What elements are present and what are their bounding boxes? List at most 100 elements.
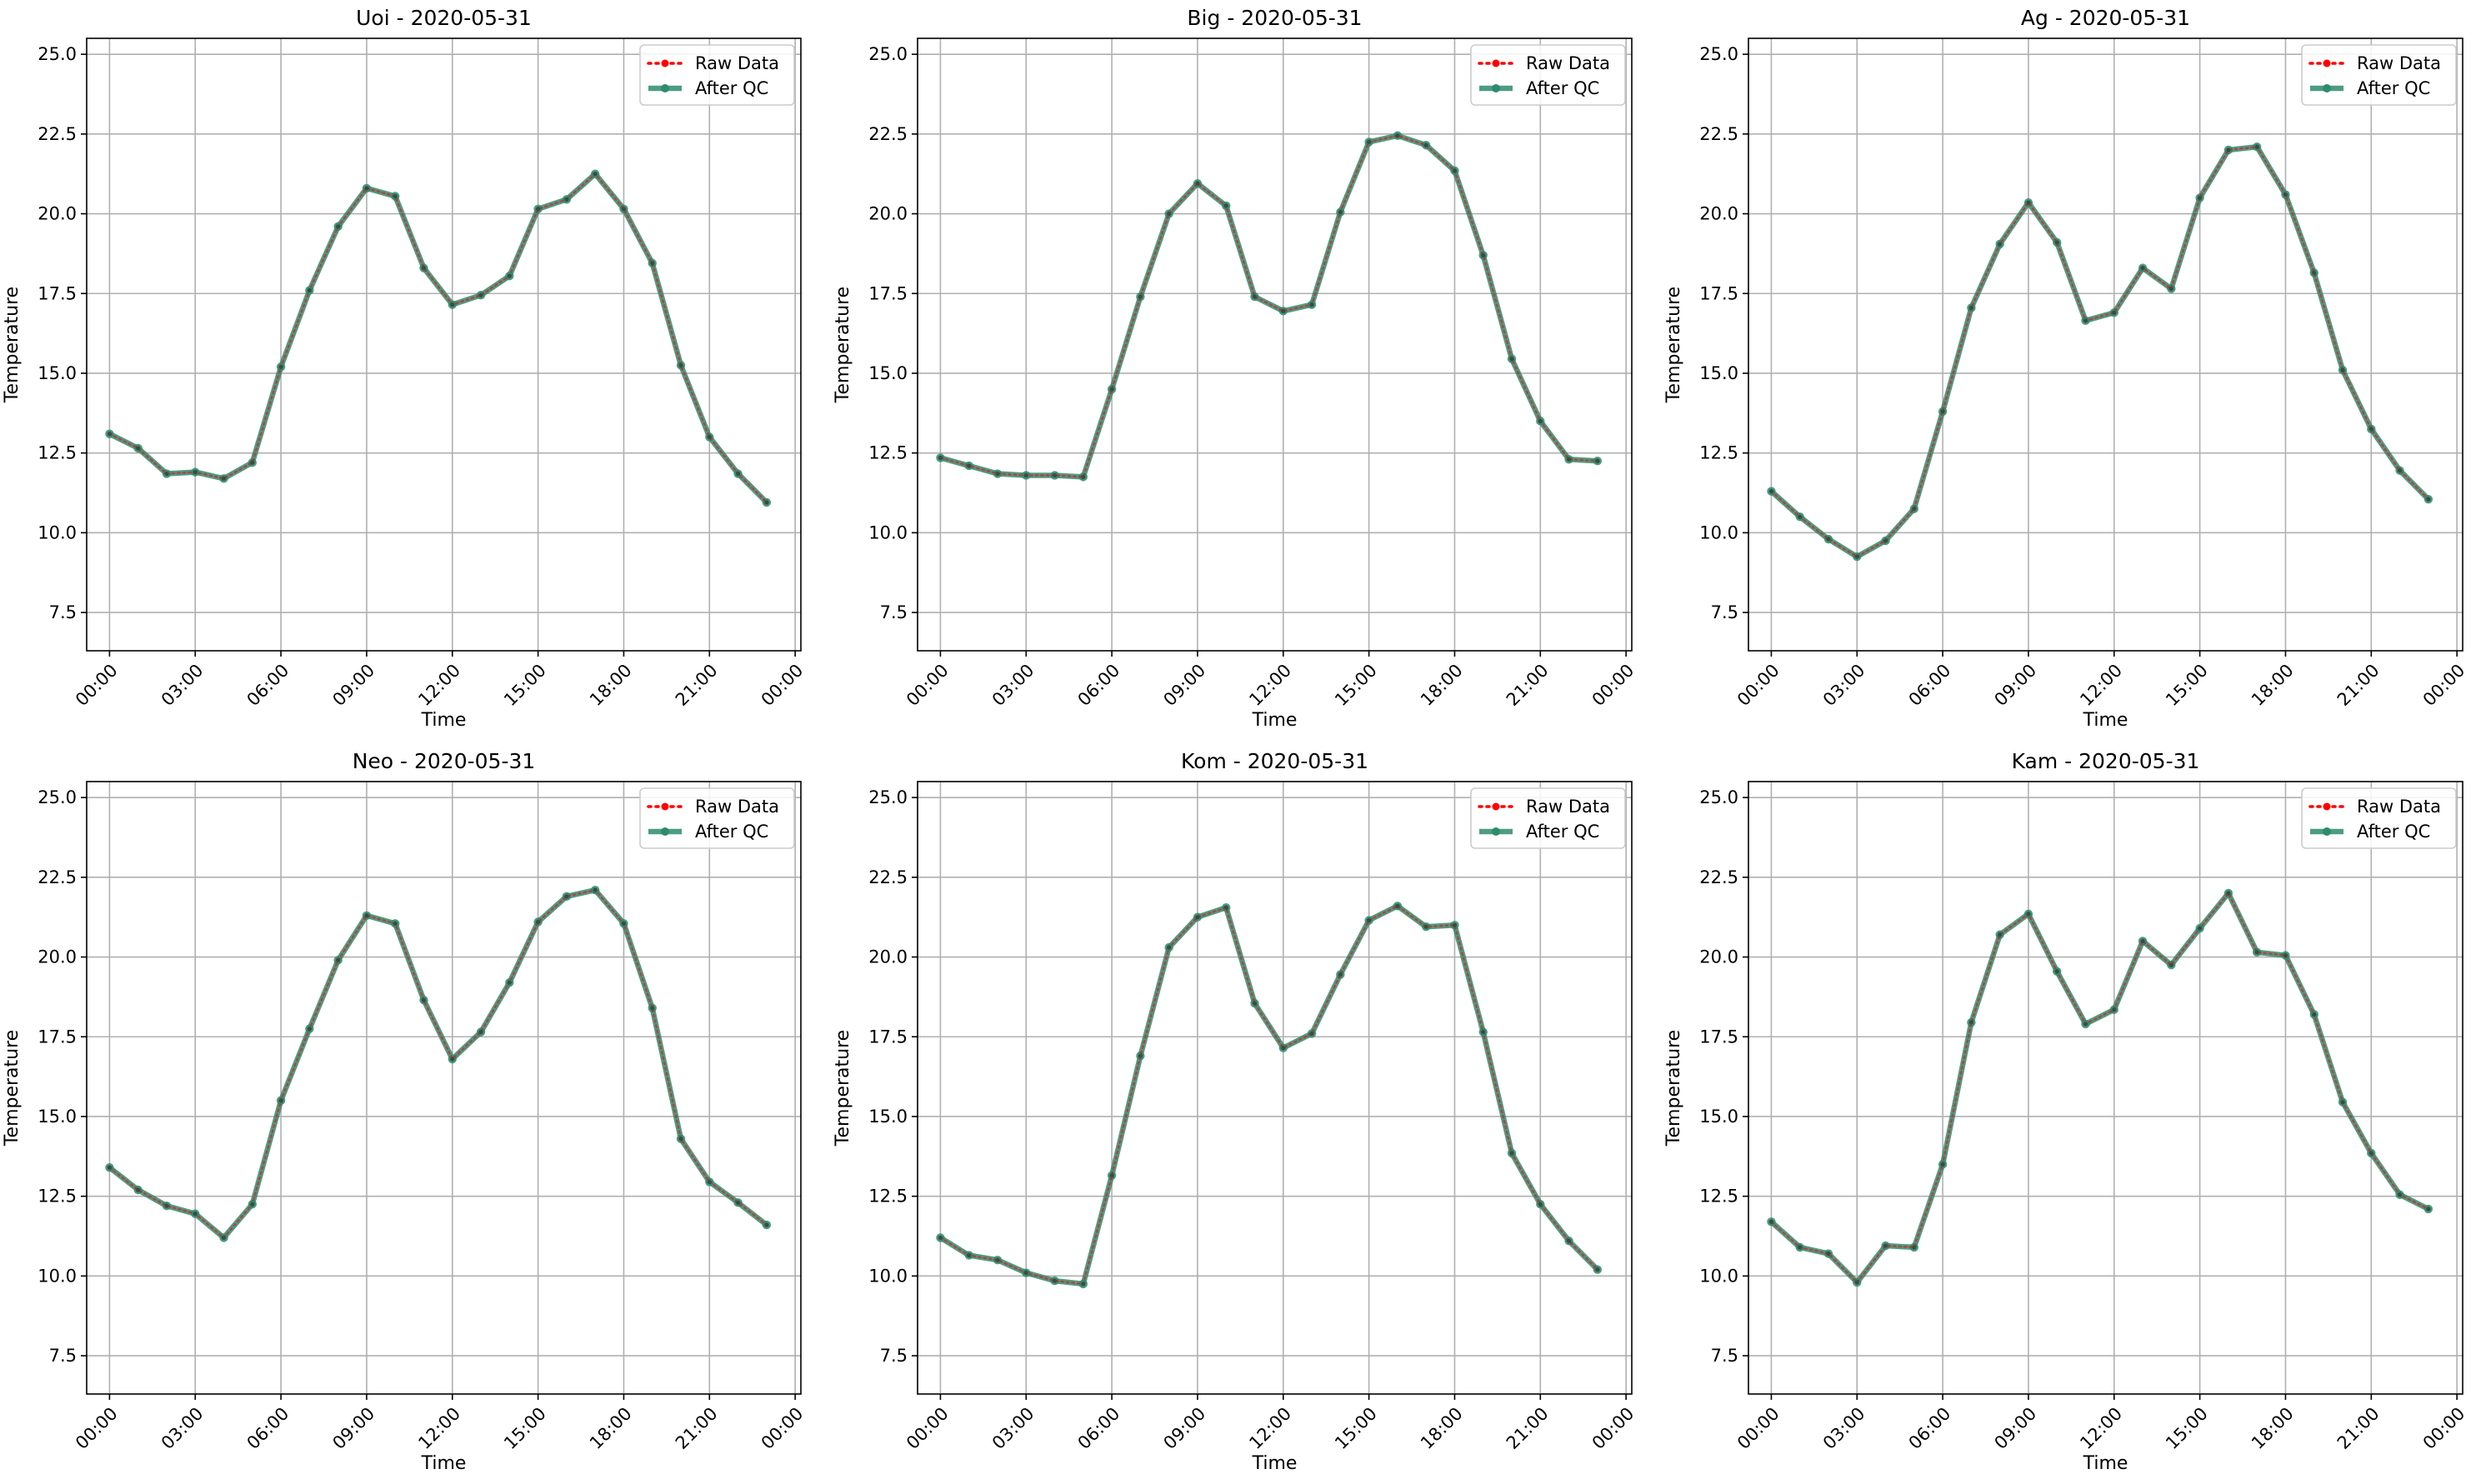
x-tick-label: 18:00 <box>1417 660 1467 710</box>
x-tick-label: 12:00 <box>2076 1403 2126 1453</box>
x-tick-label: 00:00 <box>72 660 122 710</box>
data-point-raw-data <box>1338 972 1343 977</box>
data-point-raw-data <box>2083 1022 2088 1027</box>
data-point-raw-data <box>735 1200 741 1205</box>
y-tick-label: 7.5 <box>880 1346 908 1366</box>
data-point-raw-data <box>1854 1280 1859 1285</box>
chart-title: Kam - 2020-05-31 <box>2012 749 2200 773</box>
x-axis-label: Time <box>1252 710 1298 731</box>
x-tick-label: 15:00 <box>2162 1403 2212 1453</box>
series-line-raw-data <box>108 172 768 504</box>
legend-label-after-qc: After QC <box>2357 78 2430 98</box>
chart-panel: 7.5 10.0 12.5 15.0 17.5 20.0 22.5 25.0 00:00 03:0… <box>833 749 1638 1474</box>
axes-frame <box>917 37 1633 652</box>
y-axis-label: Temperature <box>1663 287 1684 403</box>
data-point-raw-data <box>1998 242 2003 247</box>
x-tick-label: 09:00 <box>328 1403 378 1453</box>
x-tick-label: 18:00 <box>586 660 636 710</box>
x-tick-label: 18:00 <box>586 1403 636 1453</box>
data-point-raw-data <box>1195 181 1200 186</box>
legend: Raw Data After QC <box>1470 44 1626 106</box>
data-point-raw-data <box>136 446 141 451</box>
y-tick-label: 22.5 <box>1699 867 1738 887</box>
legend-label-raw-data: Raw Data <box>2357 53 2441 73</box>
data-point-raw-data <box>2283 192 2288 197</box>
y-tick-label: 17.5 <box>38 1027 77 1047</box>
data-point-raw-data <box>536 207 541 212</box>
legend-label-raw-data: Raw Data <box>2357 797 2441 817</box>
y-tick-label: 20.0 <box>1699 204 1738 224</box>
x-tick-label: 00:00 <box>1733 1403 1783 1453</box>
x-tick-label: 00:00 <box>903 660 953 710</box>
y-tick-label: 17.5 <box>868 1027 908 1047</box>
chart-title: Ag - 2020-05-31 <box>2021 6 2190 30</box>
legend-dot-after-qc <box>2323 84 2331 92</box>
x-axis-label: Time <box>421 1453 467 1474</box>
data-point-raw-data <box>107 1165 113 1170</box>
axes-frame <box>86 781 802 1395</box>
chart-title: Uoi - 2020-05-31 <box>356 6 532 30</box>
data-point-raw-data <box>364 913 369 918</box>
data-point-raw-data <box>1423 142 1428 147</box>
data-point-raw-data <box>1798 514 1803 519</box>
data-point-raw-data <box>2254 144 2259 149</box>
data-point-raw-data <box>1252 294 1258 299</box>
data-point-raw-data <box>1081 1282 1086 1287</box>
data-point-raw-data <box>1826 1251 1831 1257</box>
legend: Raw Data After QC <box>639 787 795 849</box>
data-point-raw-data <box>564 197 569 202</box>
data-point-raw-data <box>2254 950 2259 955</box>
data-point-raw-data <box>1138 294 1143 299</box>
data-point-raw-data <box>507 273 512 278</box>
x-tick-label: 06:00 <box>1905 1403 1955 1453</box>
data-point-raw-data <box>2140 938 2145 944</box>
series-line-raw-data <box>939 904 1599 1286</box>
y-tick-label: 20.0 <box>1699 947 1738 967</box>
data-point-raw-data <box>2426 497 2431 502</box>
x-tick-label: 00:00 <box>2419 660 2469 710</box>
data-point-raw-data <box>1768 1219 1774 1224</box>
data-point-raw-data <box>707 434 712 440</box>
y-tick-label: 12.5 <box>1699 443 1738 463</box>
data-point-raw-data <box>250 1202 255 1207</box>
legend-label-raw-data: Raw Data <box>1526 53 1610 73</box>
legend-label-after-qc: After QC <box>2357 822 2430 842</box>
x-axis-label: Time <box>421 710 467 731</box>
data-point-raw-data <box>1768 488 1774 494</box>
data-point-raw-data <box>764 500 769 505</box>
y-tick-label: 10.0 <box>1699 522 1738 542</box>
series-line-raw-data <box>1770 891 2430 1284</box>
axes-frame <box>917 781 1633 1395</box>
x-tick-label: 00:00 <box>1588 1403 1638 1453</box>
data-point-raw-data <box>1167 211 1172 217</box>
data-point-raw-data <box>536 919 541 925</box>
data-point-raw-data <box>450 1057 455 1062</box>
y-tick-label: 22.5 <box>1699 124 1738 144</box>
data-point-raw-data <box>1281 308 1286 313</box>
y-tick-label: 10.0 <box>38 522 77 542</box>
data-point-raw-data <box>2026 912 2031 917</box>
legend-dot-raw-data <box>1492 802 1500 811</box>
y-tick-label: 12.5 <box>38 443 77 463</box>
data-point-raw-data <box>136 1187 141 1192</box>
y-tick-label: 22.5 <box>868 867 908 887</box>
y-tick-label: 10.0 <box>868 1266 908 1286</box>
legend-label-after-qc: After QC <box>1526 78 1599 98</box>
data-point-raw-data <box>938 455 943 460</box>
legend-label-raw-data: Raw Data <box>695 53 779 73</box>
data-point-raw-data <box>967 1252 972 1258</box>
x-tick-label: 03:00 <box>158 1403 208 1453</box>
legend-dot-after-qc <box>661 84 669 92</box>
x-tick-label: 18:00 <box>2248 1403 2298 1453</box>
data-point-raw-data <box>1367 139 1372 145</box>
chart-title: Kom - 2020-05-31 <box>1181 749 1368 773</box>
y-tick-label: 12.5 <box>38 1187 77 1207</box>
axes-frame <box>1748 37 2463 652</box>
series-line-raw-data <box>939 134 1599 478</box>
data-point-raw-data <box>307 287 312 293</box>
y-tick-label: 17.5 <box>38 283 77 303</box>
data-point-raw-data <box>1566 1238 1572 1243</box>
x-tick-label: 03:00 <box>988 1403 1038 1453</box>
y-tick-label: 25.0 <box>1699 787 1738 807</box>
